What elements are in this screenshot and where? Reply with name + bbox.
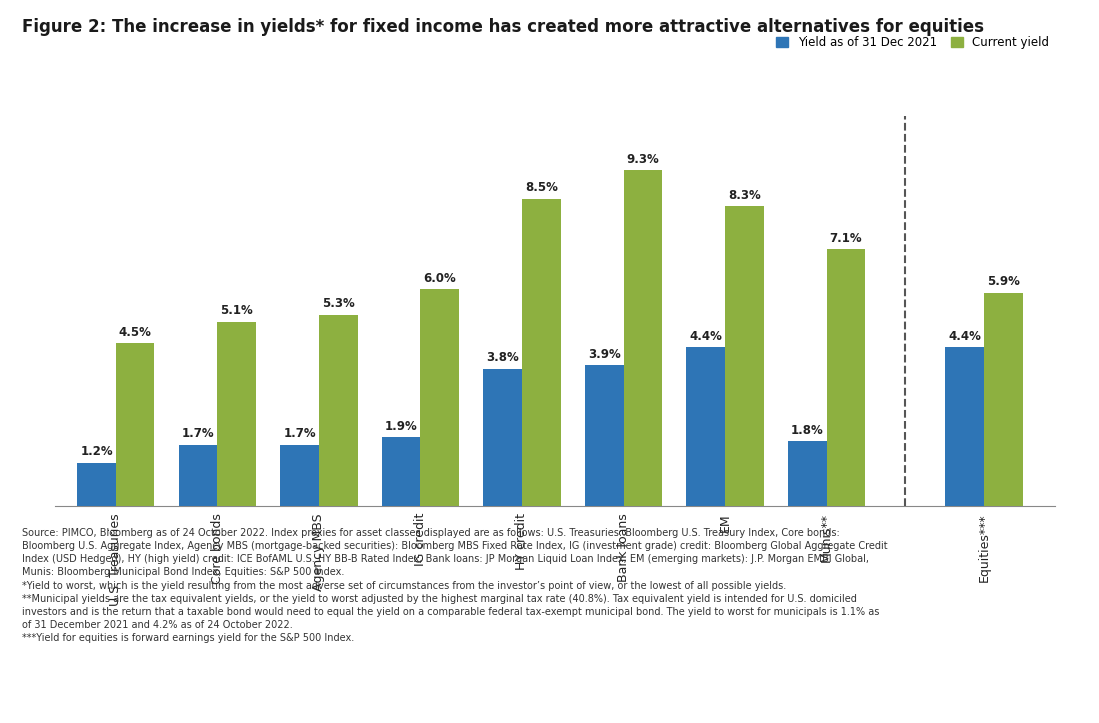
Text: 5.1%: 5.1% bbox=[220, 304, 253, 317]
Bar bbox=[484, 369, 522, 506]
Bar bbox=[77, 463, 115, 506]
Bar bbox=[687, 347, 725, 506]
Bar bbox=[826, 249, 865, 506]
Bar bbox=[725, 206, 764, 506]
Bar bbox=[945, 347, 984, 506]
Bar bbox=[585, 365, 623, 506]
Bar bbox=[280, 445, 319, 506]
Text: 4.5%: 4.5% bbox=[119, 326, 152, 339]
Bar bbox=[522, 199, 560, 506]
Bar bbox=[788, 441, 826, 506]
Text: 8.3%: 8.3% bbox=[728, 189, 761, 202]
Text: 4.4%: 4.4% bbox=[948, 330, 981, 343]
Text: 7.1%: 7.1% bbox=[830, 232, 863, 245]
Bar bbox=[218, 322, 256, 506]
Bar bbox=[984, 293, 1022, 506]
Bar bbox=[623, 170, 662, 506]
Bar bbox=[179, 445, 218, 506]
Text: Source: PIMCO, Bloomberg as of 24 October 2022. Index proxies for asset classes : Source: PIMCO, Bloomberg as of 24 Octobe… bbox=[22, 528, 888, 643]
Bar bbox=[319, 315, 357, 506]
Text: 1.7%: 1.7% bbox=[181, 427, 214, 440]
Text: 9.3%: 9.3% bbox=[626, 153, 659, 166]
Text: 8.5%: 8.5% bbox=[525, 181, 557, 194]
Text: 3.8%: 3.8% bbox=[487, 351, 519, 364]
Text: 3.9%: 3.9% bbox=[588, 348, 621, 361]
Text: 4.4%: 4.4% bbox=[689, 330, 722, 343]
Bar bbox=[115, 343, 155, 506]
Text: 1.7%: 1.7% bbox=[284, 427, 315, 440]
Text: 1.2%: 1.2% bbox=[80, 445, 113, 458]
Text: Figure 2: The increase in yields* for fixed income has created more attractive a: Figure 2: The increase in yields* for fi… bbox=[22, 18, 984, 36]
Text: 5.9%: 5.9% bbox=[987, 275, 1020, 288]
Text: 6.0%: 6.0% bbox=[423, 272, 456, 285]
Bar bbox=[381, 437, 421, 506]
Legend: Yield as of 31 Dec 2021, Current yield: Yield as of 31 Dec 2021, Current yield bbox=[776, 35, 1050, 48]
Text: 5.3%: 5.3% bbox=[322, 297, 355, 310]
Bar bbox=[421, 289, 459, 506]
Text: 1.9%: 1.9% bbox=[385, 420, 418, 433]
Text: 1.8%: 1.8% bbox=[791, 424, 823, 437]
